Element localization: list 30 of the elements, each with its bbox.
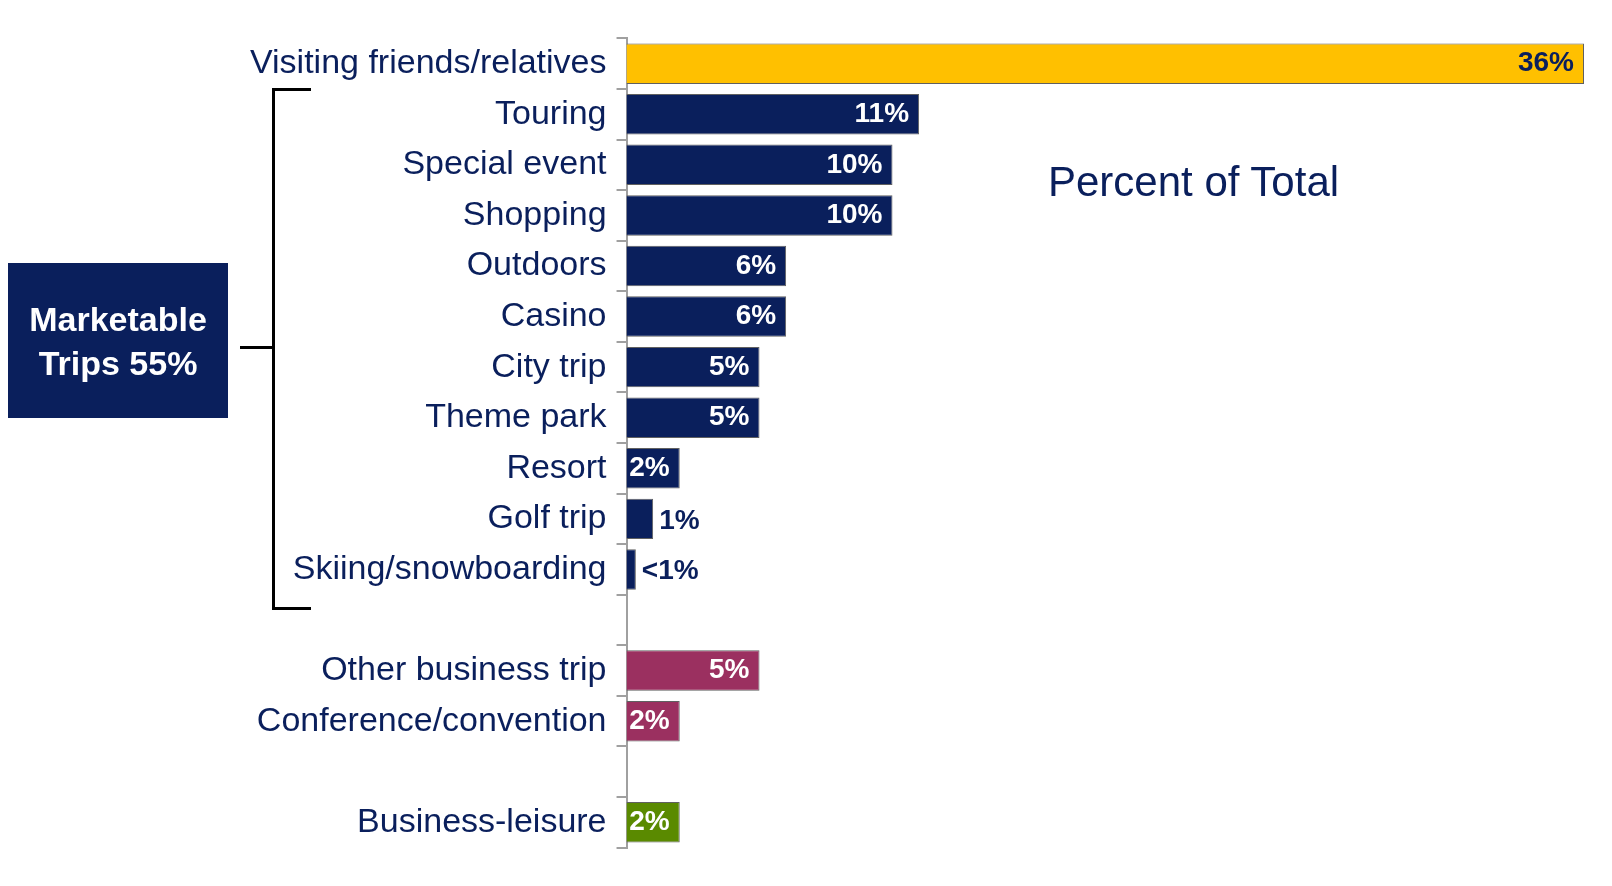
data-label: 10% [826,198,883,230]
text: Marketable Trips 55% [8,263,228,418]
y-tick-label: Special event [402,143,608,182]
data-label: 6% [735,299,777,331]
data-label: 2% [629,805,670,837]
y-tick-label: Resort [506,446,608,485]
y-tick-label: Golf trip [487,497,607,536]
y-tick-label: Conference/convention [256,699,607,738]
data-label: 2% [629,703,670,735]
data-label: 5% [709,653,750,685]
y-tick-label: Casino [500,294,607,333]
y-tick-label: Outdoors [466,244,607,283]
data-label: 5% [709,400,750,432]
data-label: 1% [659,503,700,535]
data-label: 2% [629,451,670,483]
y-tick-label: Business-leisure [357,800,607,839]
y-tick-label: Shopping [462,193,607,232]
y-tick-label: Visiting friends/relatives [249,42,607,81]
data-label: 5% [709,349,750,381]
data-label: <1% [641,554,699,586]
annotation: Percent of Total [1048,158,1340,206]
y-tick-label: Touring [495,92,607,131]
y-tick-label: Skiing/snowboarding [292,547,607,586]
y-tick-label: City trip [491,345,607,384]
data-label: 36% [1517,46,1575,78]
y-tick-label: Other business trip [321,648,607,687]
data-label: 11% [854,96,910,128]
y-tick-label: Theme park [425,396,608,435]
data-label: 6% [735,248,777,280]
data-label: 10% [826,147,883,179]
